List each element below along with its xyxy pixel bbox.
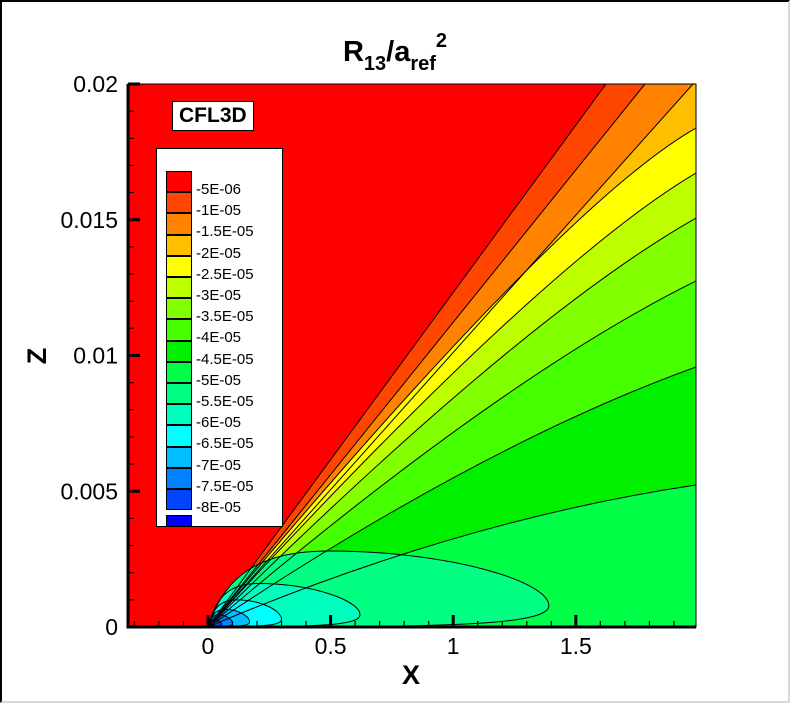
legend-label: -4.5E-05: [196, 350, 254, 368]
legend-item: -1.5E-05: [166, 213, 254, 240]
y-tick-label: 0: [105, 614, 118, 640]
legend-swatch: [166, 383, 192, 405]
x-tick-label: 1.5: [560, 633, 592, 659]
legend-item: -6E-05: [166, 404, 241, 431]
legend-item: -5E-06: [166, 171, 241, 198]
legend-item: -2.5E-05: [166, 255, 254, 283]
legend-swatch: [166, 171, 192, 193]
legend-label: -1E-05: [196, 202, 242, 220]
legend-swatch: [166, 467, 192, 489]
legend-item: -5E-05: [166, 361, 241, 389]
contour-lines: [207, 84, 696, 627]
legend-label: -2.5E-05: [196, 265, 254, 283]
legend-label: -1.5E-05: [196, 223, 254, 241]
legend-item: -8E-05: [166, 489, 241, 516]
x-tick-label: 0: [202, 633, 215, 659]
solver-label: CFL3D: [172, 101, 254, 131]
legend-swatch: [166, 234, 192, 256]
y-tick-label: 0.02: [73, 71, 118, 97]
legend-swatch: [166, 425, 192, 447]
legend-item: -2E-05: [166, 234, 241, 262]
legend-swatch: [166, 446, 192, 468]
legend-swatch: [166, 340, 192, 362]
legend-item: -7.5E-05: [166, 467, 254, 495]
chart-title: R13/aref2: [342, 30, 448, 75]
legend-item: -3.5E-05: [166, 298, 254, 325]
y-tick-label: 0.005: [60, 478, 118, 504]
legend-label: -3.5E-05: [196, 308, 254, 326]
legend-item: -6.5E-05: [166, 425, 254, 452]
legend-label: -7.5E-05: [196, 477, 254, 495]
legend-item: -5.5E-05: [166, 383, 254, 410]
y-tick-label: 0.015: [60, 207, 118, 233]
legend-item: -3E-05: [166, 277, 241, 304]
legend-label: -4E-05: [196, 329, 242, 347]
legend-swatch: [166, 255, 192, 277]
legend-label: -5E-05: [196, 371, 242, 389]
legend-item: -4E-05: [166, 319, 241, 346]
legend-swatch: [166, 192, 192, 214]
legend-swatch: [166, 361, 192, 383]
legend-swatch: [166, 319, 192, 341]
legend-label: -6E-05: [196, 414, 242, 432]
legend-label: -3E-05: [196, 287, 242, 304]
axes: 0 0.005 0.01 0.015 0.02 0 0.5 1 1.5 X Z: [22, 71, 697, 690]
legend-item: -1E-05: [166, 192, 241, 219]
legend-swatch: [166, 298, 192, 320]
legend-swatch: [166, 514, 192, 527]
legend-swatch: [166, 277, 192, 299]
x-axis-label: X: [402, 660, 420, 690]
y-axis-label: Z: [22, 348, 52, 365]
y-tick-label: 0.01: [73, 343, 118, 369]
legend-swatch: [166, 404, 192, 426]
legend-label: -7E-05: [196, 456, 242, 474]
x-tick-label: 1: [447, 633, 460, 659]
x-tick-label: 0.5: [315, 633, 347, 659]
legend-label: -6.5E-05: [196, 435, 254, 453]
contour-legend: -5E-06 -1E-05 -1.5E-05 -2E-05 -2.5E-05 -3E-05…: [156, 148, 283, 527]
legend-label: -2E-05: [196, 244, 242, 262]
legend-item: [166, 510, 192, 531]
legend-label: -8E-05: [196, 499, 242, 516]
legend-label: -5E-06: [196, 181, 242, 198]
legend-label: -5.5E-05: [196, 393, 254, 410]
legend-swatch: [166, 213, 192, 235]
legend-item: -7E-05: [166, 446, 241, 474]
legend-item: -4.5E-05: [166, 340, 254, 368]
legend-swatch: [166, 489, 192, 511]
